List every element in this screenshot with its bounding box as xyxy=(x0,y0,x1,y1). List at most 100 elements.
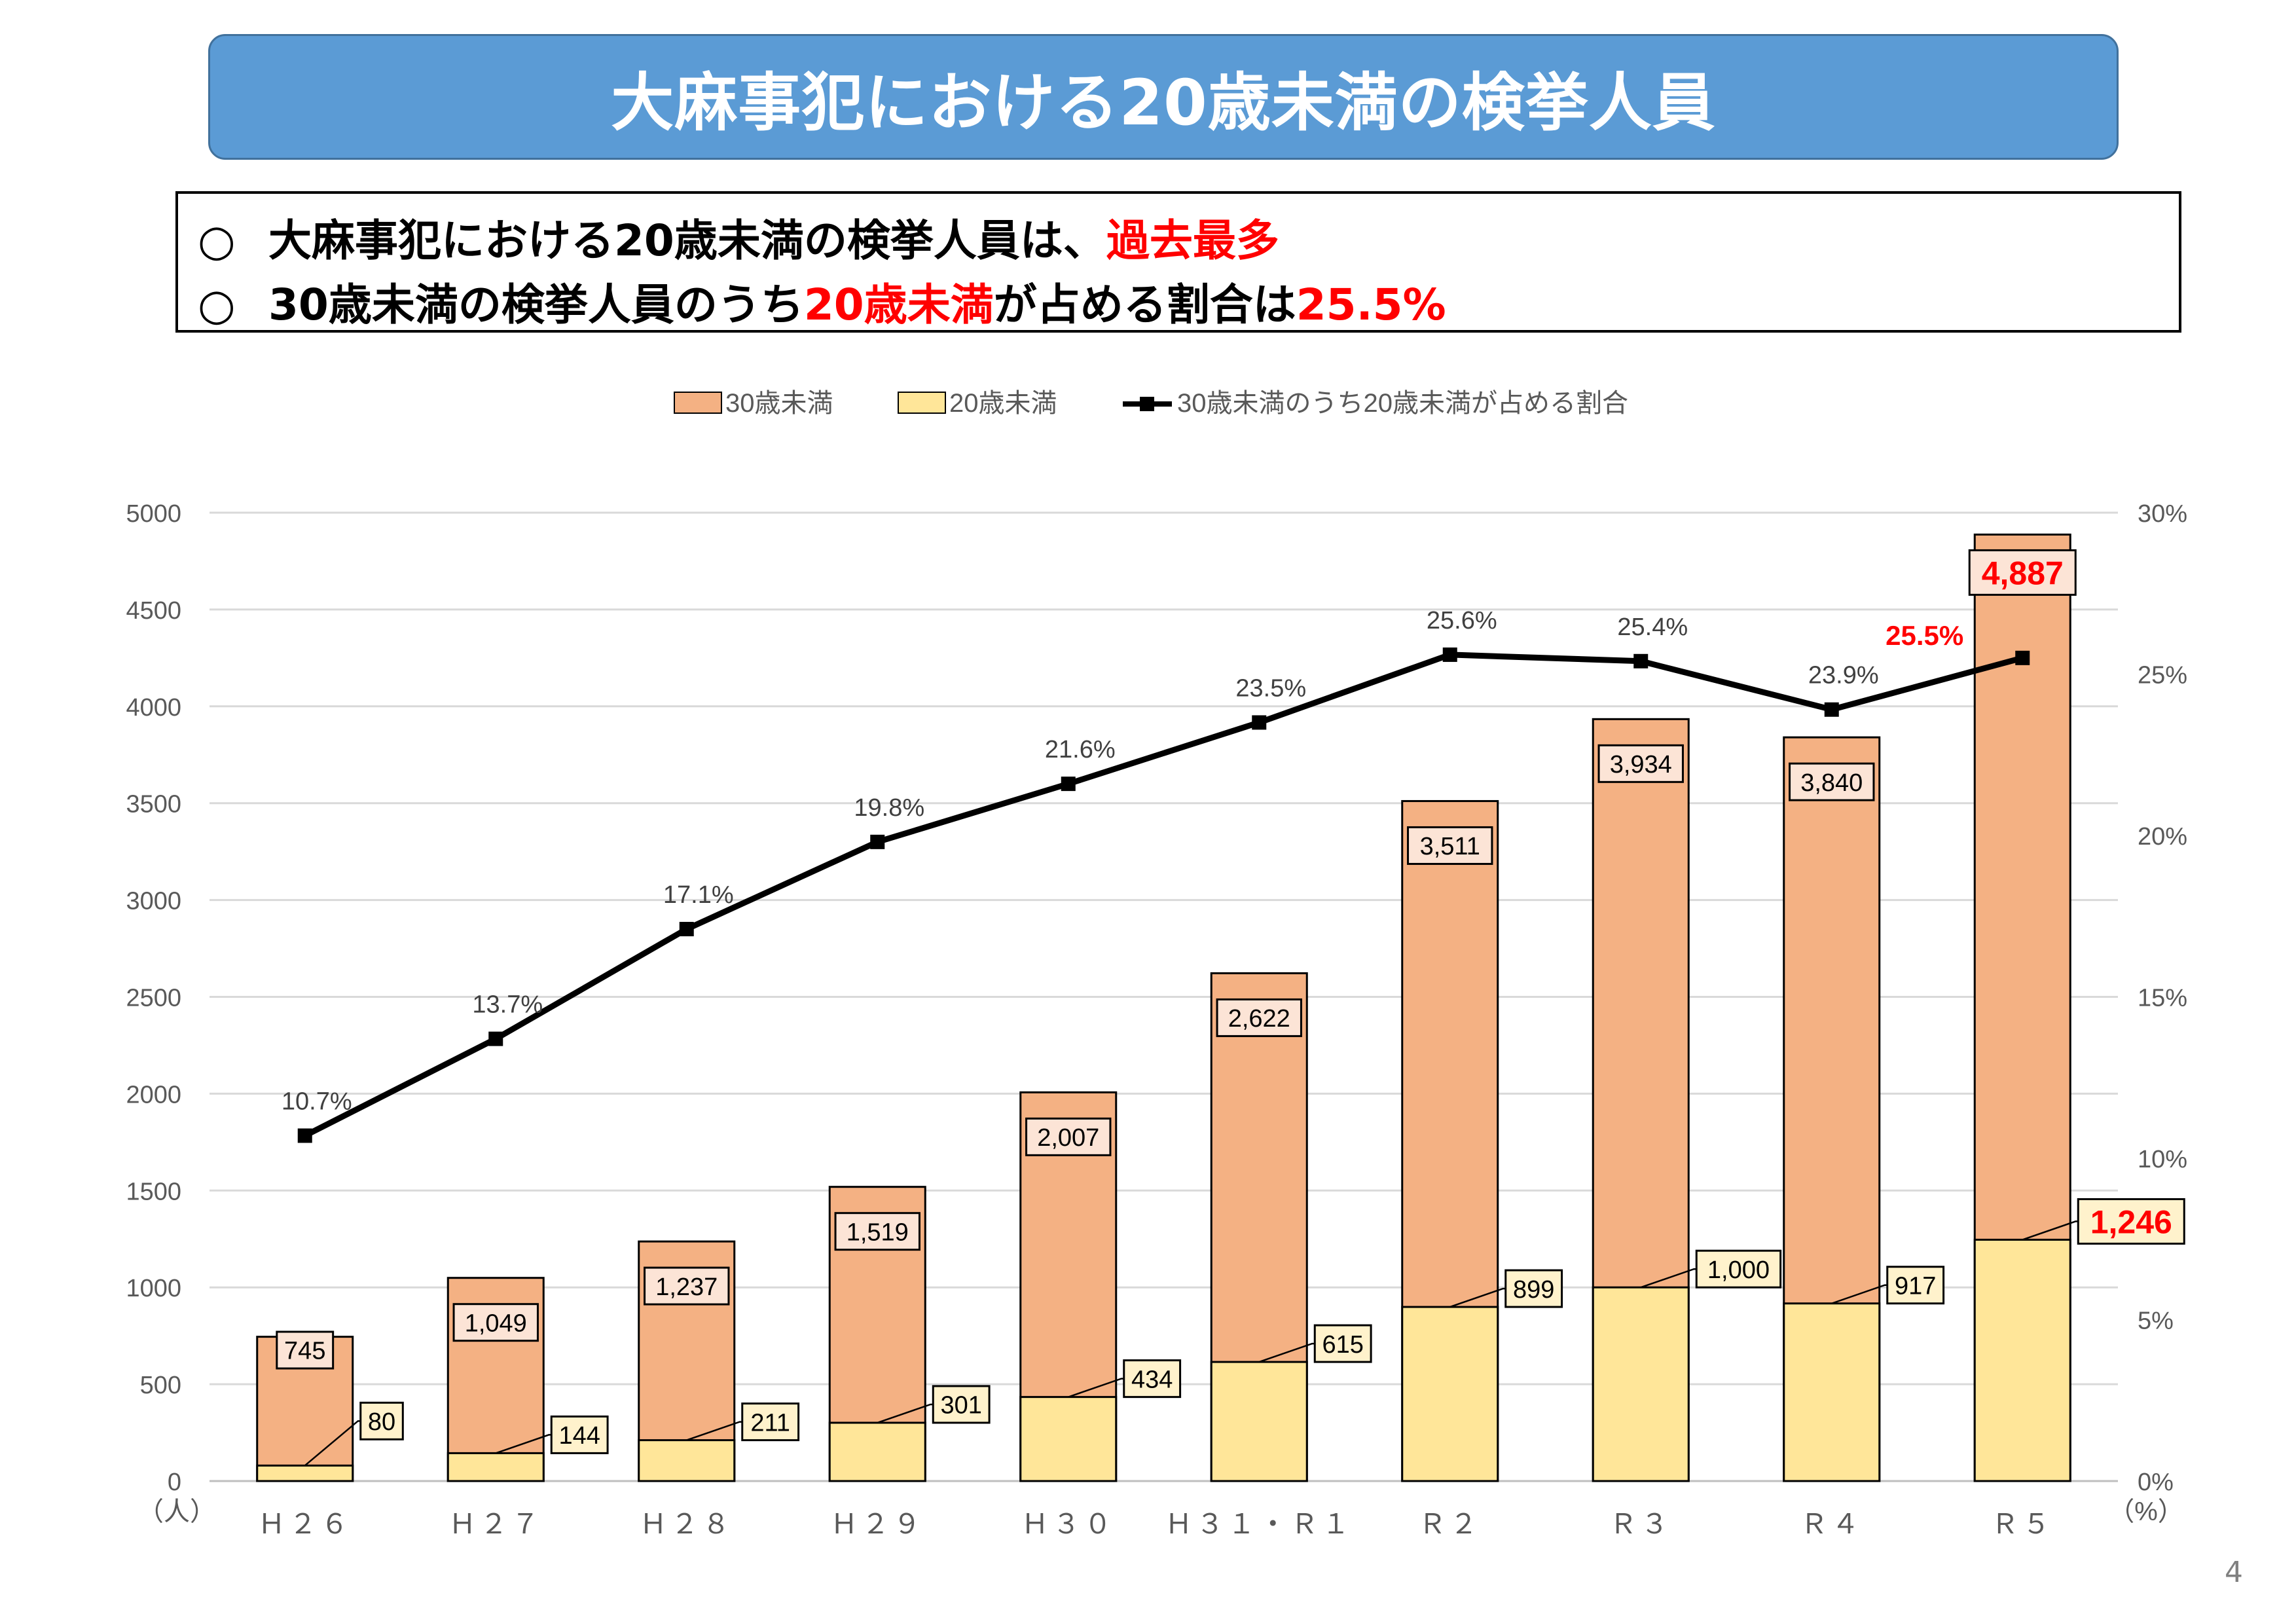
bar-under-30-label: 1,519 xyxy=(847,1218,909,1246)
bar-under-30-label-box xyxy=(452,1303,539,1342)
bar-under-20-label-box xyxy=(359,1401,404,1440)
bar-under-20-label-box xyxy=(1123,1359,1182,1399)
bar-under-30-label-box xyxy=(1407,826,1493,865)
x-category-label: Ｒ４ xyxy=(1800,1509,1863,1539)
y-right-tick-label: 25% xyxy=(2138,662,2187,689)
bar-under-20 xyxy=(446,1452,545,1482)
bar-under-20-label: 615 xyxy=(1322,1331,1363,1359)
summary-text: が占める割合は xyxy=(993,280,1296,330)
legend-label-under-30: 30歳未満 xyxy=(725,389,833,418)
summary-line-2: ○ 30歳未満の検挙人員のうち20歳未満が占める割合は25.5% xyxy=(198,270,1446,333)
bar-under-20-label-box xyxy=(932,1385,991,1424)
page-number: 4 xyxy=(2225,1556,2243,1589)
bar-under-30-label: 1,237 xyxy=(655,1273,718,1301)
y-left-tick-label: 500 xyxy=(140,1372,181,1399)
bar-under-30-label: 2,007 xyxy=(1037,1124,1099,1152)
bar-under-20 xyxy=(828,1421,926,1482)
x-category-label: Ｒ２ xyxy=(1419,1509,1482,1539)
bar-under-30-label-box xyxy=(1216,998,1302,1037)
y-right-tick-label: 0% xyxy=(2138,1469,2174,1496)
bar-under-20-label: 917 xyxy=(1895,1272,1936,1300)
bar-under-20 xyxy=(1783,1302,1881,1482)
bar-under-20 xyxy=(1019,1396,1118,1482)
ratio-marker xyxy=(1824,702,1839,717)
ratio-line xyxy=(303,651,2024,1139)
summary-highlight: 25.5% xyxy=(1296,280,1446,330)
y-left-tick-label: 1000 xyxy=(126,1275,181,1302)
bar-under-20-label: 1,246 xyxy=(2090,1203,2172,1240)
ratio-label: 19.8% xyxy=(854,794,924,822)
y-left-tick-label: 3500 xyxy=(126,791,181,818)
summary-text: 大麻事犯における20歳未満の検挙人員は、 xyxy=(268,215,1106,266)
ratio-marker xyxy=(679,921,694,936)
bar-under-30-label: 1,049 xyxy=(465,1310,527,1337)
ratio-marker xyxy=(1442,647,1457,662)
y-left-tick-label: 2500 xyxy=(126,985,181,1012)
bar-under-20-label: 80 xyxy=(368,1408,395,1436)
ratio-marker xyxy=(870,834,885,849)
bar-under-30-label: 4,887 xyxy=(1982,555,2064,591)
y-left-tick-label: 3000 xyxy=(126,888,181,915)
y-right-unit: （%） xyxy=(2108,1497,2184,1526)
bar-under-30-label-box xyxy=(644,1266,730,1306)
legend-swatch-under-30 xyxy=(674,392,722,414)
bullet-circle: ○ xyxy=(198,215,236,266)
x-category-label: Ｈ３０ xyxy=(1021,1509,1116,1539)
bar-under-30-label-box xyxy=(1597,744,1684,783)
summary-line-1: ○ 大麻事犯における20歳未満の検挙人員は、過去最多 xyxy=(198,206,1279,268)
x-category-label: Ｈ２７ xyxy=(448,1509,543,1539)
bar-under-30-label: 3,934 xyxy=(1610,751,1672,779)
bar-under-30-label-box xyxy=(1968,549,2077,596)
ratio-marker xyxy=(2015,650,2030,665)
y-left-tick-label: 1500 xyxy=(126,1178,181,1205)
bar-under-20-label: 899 xyxy=(1513,1276,1554,1304)
ratio-label: 23.9% xyxy=(1808,662,1879,689)
y-left-tick-label: 2000 xyxy=(126,1081,181,1108)
ratio-marker xyxy=(297,1128,312,1143)
ratio-label: 25.4% xyxy=(1617,614,1688,641)
ratio-label: 13.7% xyxy=(472,991,543,1019)
ratio-label: 17.1% xyxy=(663,881,734,909)
legend-marker-ratio xyxy=(1140,397,1154,411)
summary-highlight: 20歳未満 xyxy=(803,280,994,330)
bar-under-20 xyxy=(1210,1361,1308,1482)
y-left-tick-label: 0 xyxy=(168,1469,181,1496)
bar-under-30-label-box xyxy=(276,1330,335,1370)
ratio-marker xyxy=(1061,777,1076,792)
bar-under-20-label-box xyxy=(550,1415,609,1454)
legend-label-under-20: 20歳未満 xyxy=(949,389,1057,418)
y-right-tick-label: 30% xyxy=(2138,500,2187,528)
x-category-label: Ｈ２６ xyxy=(258,1509,352,1539)
ratio-marker xyxy=(1633,653,1649,669)
y-right-tick-label: 5% xyxy=(2138,1308,2174,1335)
bar-under-20 xyxy=(1592,1286,1690,1482)
bar-under-20-label: 211 xyxy=(750,1409,790,1437)
y-right-tick-label: 20% xyxy=(2138,823,2187,851)
bar-under-20-label: 144 xyxy=(558,1422,600,1450)
bar-under-30-label-box xyxy=(1789,762,1875,801)
bar-under-30-label: 2,622 xyxy=(1228,1005,1290,1033)
bar-under-20-label-box xyxy=(2077,1198,2185,1245)
x-category-label: Ｒ５ xyxy=(1991,1509,2054,1539)
bar-under-30-label-box xyxy=(1025,1117,1112,1156)
bar-under-20-label-box xyxy=(1313,1324,1372,1363)
y-right-tick-label: 10% xyxy=(2138,1146,2187,1173)
bar-under-30-label-box xyxy=(834,1212,920,1251)
title-banner: 大麻事犯における20歳未満の検挙人員 xyxy=(208,34,2119,160)
y-left-unit: （人） xyxy=(137,1497,216,1526)
x-category-label: Ｈ３１・Ｒ１ xyxy=(1165,1509,1353,1539)
bar-under-20-label: 1,000 xyxy=(1707,1256,1770,1284)
y-left-tick-label: 5000 xyxy=(126,500,181,528)
y-right-tick-label: 15% xyxy=(2138,985,2187,1012)
bar-under-20-label-box xyxy=(1504,1269,1563,1308)
x-category-label: Ｈ２８ xyxy=(640,1509,734,1539)
bar-under-20-label: 434 xyxy=(1131,1366,1173,1393)
x-category-label: Ｈ２９ xyxy=(830,1509,924,1539)
bar-under-20-label-box xyxy=(1886,1266,1945,1305)
ratio-label: 21.6% xyxy=(1045,736,1116,763)
ratio-marker xyxy=(488,1031,503,1046)
summary-text: 30歳未満の検挙人員のうち xyxy=(268,280,804,330)
bar-under-20 xyxy=(256,1464,354,1482)
summary-box: ○ 大麻事犯における20歳未満の検挙人員は、過去最多 ○ 30歳未満の検挙人員のうち… xyxy=(175,191,2181,333)
